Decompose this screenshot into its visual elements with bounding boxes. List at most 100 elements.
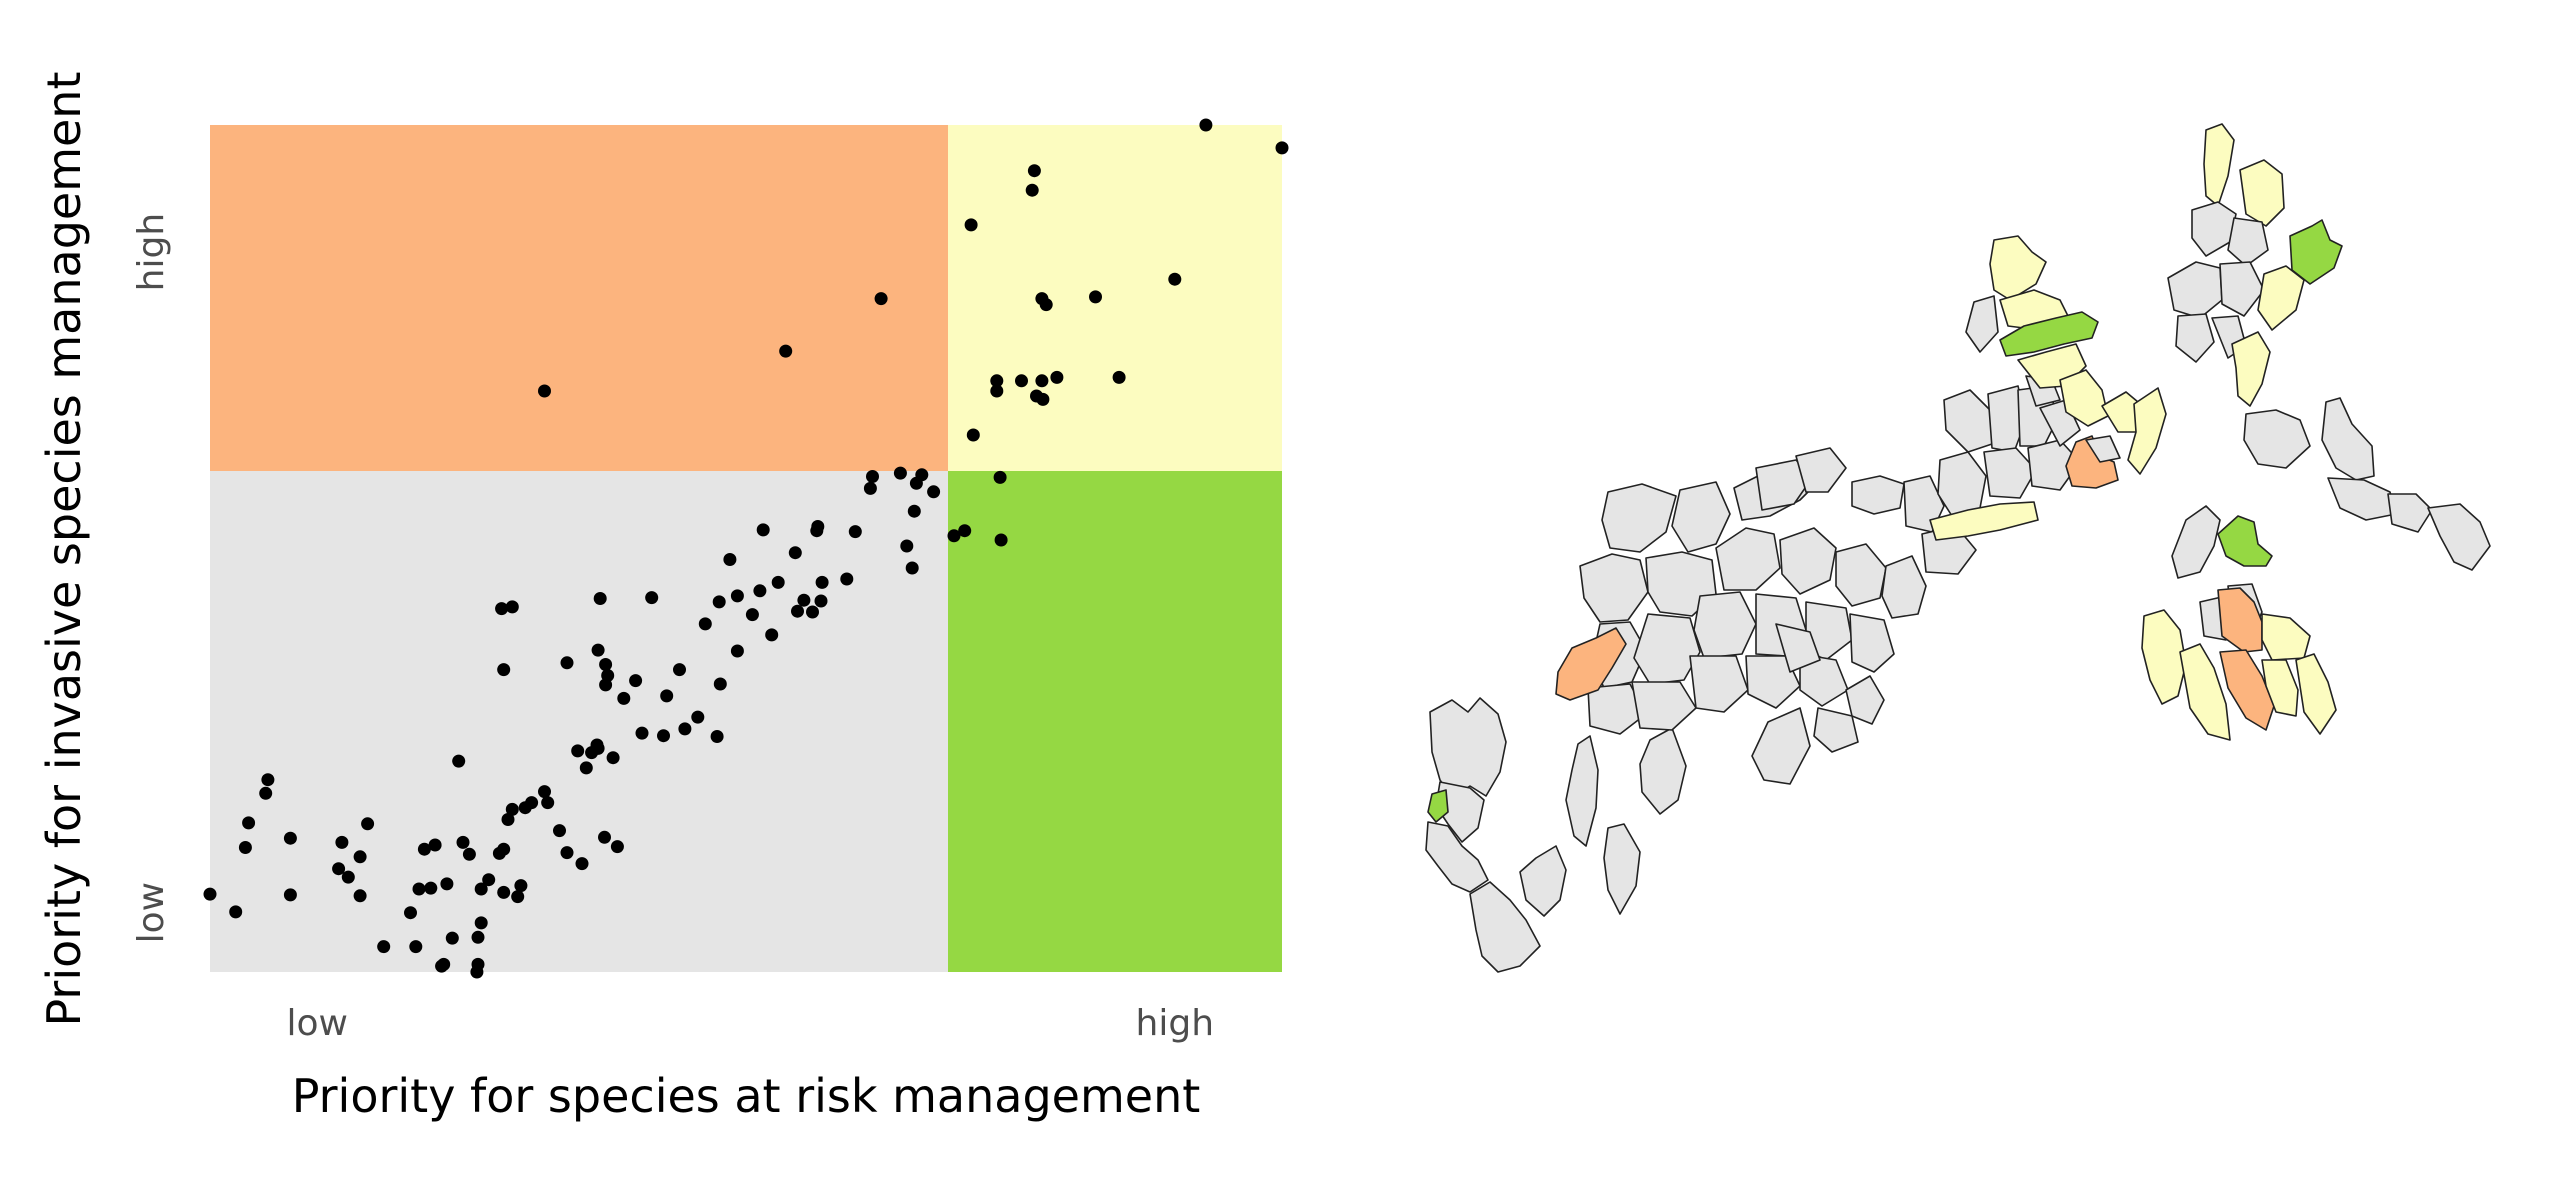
scatter-point <box>874 292 888 306</box>
map-region <box>1425 821 1489 893</box>
map-region <box>1779 527 1837 595</box>
scatter-point <box>261 773 275 787</box>
scatter-point <box>560 656 574 670</box>
scatter-point <box>958 524 972 538</box>
scatter-point <box>474 882 488 896</box>
map-region <box>1851 475 1905 515</box>
map-region-green <box>2217 515 2273 567</box>
scatter-point <box>505 802 519 816</box>
map-region <box>1751 707 1811 785</box>
map-region <box>2085 435 2121 463</box>
map-region-yellow <box>2295 653 2337 735</box>
scatter-point <box>779 344 793 358</box>
scatter-point <box>966 428 980 442</box>
scatter-point <box>440 877 454 891</box>
scatter-point <box>538 785 551 799</box>
map-region <box>1631 681 1697 731</box>
map-region <box>2427 503 2491 571</box>
scatter-point <box>452 754 466 768</box>
scatter-point <box>428 838 442 852</box>
map-region <box>1983 447 2037 499</box>
scatter-point <box>1275 141 1289 155</box>
scatter-point <box>497 885 511 899</box>
map-region <box>1565 735 1599 847</box>
map-region <box>1775 623 1821 673</box>
scatter-point <box>810 524 824 538</box>
scatter-point <box>1036 392 1050 406</box>
scatter-point <box>242 816 256 830</box>
scatter-point <box>361 817 375 831</box>
scatter-point <box>553 824 566 838</box>
scatter-point <box>501 813 515 826</box>
scatter-point <box>691 710 705 724</box>
scatter-panel <box>203 118 1289 979</box>
map-region <box>1693 591 1757 659</box>
scatter-point <box>332 862 346 876</box>
map-region <box>2219 261 2265 317</box>
scatter-point <box>710 730 724 743</box>
scatter-point <box>893 466 907 480</box>
region-map <box>1425 123 2491 973</box>
x-tick-label-low: low <box>286 1003 347 1044</box>
scatter-point <box>482 873 496 887</box>
map-region <box>1469 881 1541 973</box>
scatter-point <box>497 663 511 677</box>
scatter-point <box>1112 370 1126 384</box>
scatter-point <box>409 940 423 954</box>
scatter-point <box>229 905 243 919</box>
scatter-point <box>840 572 854 586</box>
scatter-point <box>1025 183 1039 197</box>
map-region <box>1671 481 1731 553</box>
scatter-point <box>713 677 727 691</box>
scatter-point <box>283 831 297 845</box>
scatter-point <box>848 525 862 539</box>
scatter-point <box>514 879 528 893</box>
scatter-point <box>353 850 367 864</box>
scatter-point <box>591 643 605 657</box>
quadrant-low-x-high-y <box>210 125 948 471</box>
scatter-point <box>599 678 613 692</box>
scatter-point <box>335 835 349 849</box>
map-region <box>2167 261 2223 319</box>
quadrant-high-x-high-y <box>948 125 1282 471</box>
scatter-point <box>259 786 273 800</box>
map-region-green <box>2289 219 2343 285</box>
map-region-yellow <box>1989 235 2047 301</box>
scatter-point <box>909 476 923 490</box>
scatter-point <box>579 761 593 775</box>
scatter-point <box>424 881 438 895</box>
scatter-point <box>927 485 941 499</box>
scatter-point <box>1035 374 1049 388</box>
map-region <box>1943 389 1993 453</box>
scatter-point <box>678 722 692 736</box>
scatter-point <box>497 842 511 856</box>
map-region-green <box>1427 789 1449 823</box>
scatter-point <box>456 835 470 849</box>
scatter-point <box>445 931 459 945</box>
map-region <box>1633 613 1701 685</box>
map-region <box>1689 655 1749 713</box>
map-region-yellow <box>2179 643 2231 741</box>
scatter-point <box>753 584 767 598</box>
scatter-point <box>629 674 643 688</box>
map-region <box>1601 483 1677 553</box>
scatter-point <box>815 575 829 589</box>
map-region <box>1745 655 1801 709</box>
scatter-point <box>1050 370 1064 384</box>
scatter-point <box>541 796 555 810</box>
scatter-point <box>990 384 1004 398</box>
map-region <box>2227 217 2269 267</box>
scatter-point <box>712 595 726 609</box>
map-region <box>2243 409 2311 469</box>
map-region <box>1965 295 1999 353</box>
scatter-point <box>495 602 509 616</box>
map-region <box>2387 493 2433 533</box>
scatter-point <box>617 691 631 705</box>
scatter-point <box>788 546 802 560</box>
scatter-point <box>560 846 574 860</box>
map-region <box>1937 451 1987 517</box>
scatter-point <box>610 840 624 854</box>
scatter-point <box>866 470 879 483</box>
scatter-point <box>377 940 391 954</box>
map-region <box>1579 553 1649 623</box>
